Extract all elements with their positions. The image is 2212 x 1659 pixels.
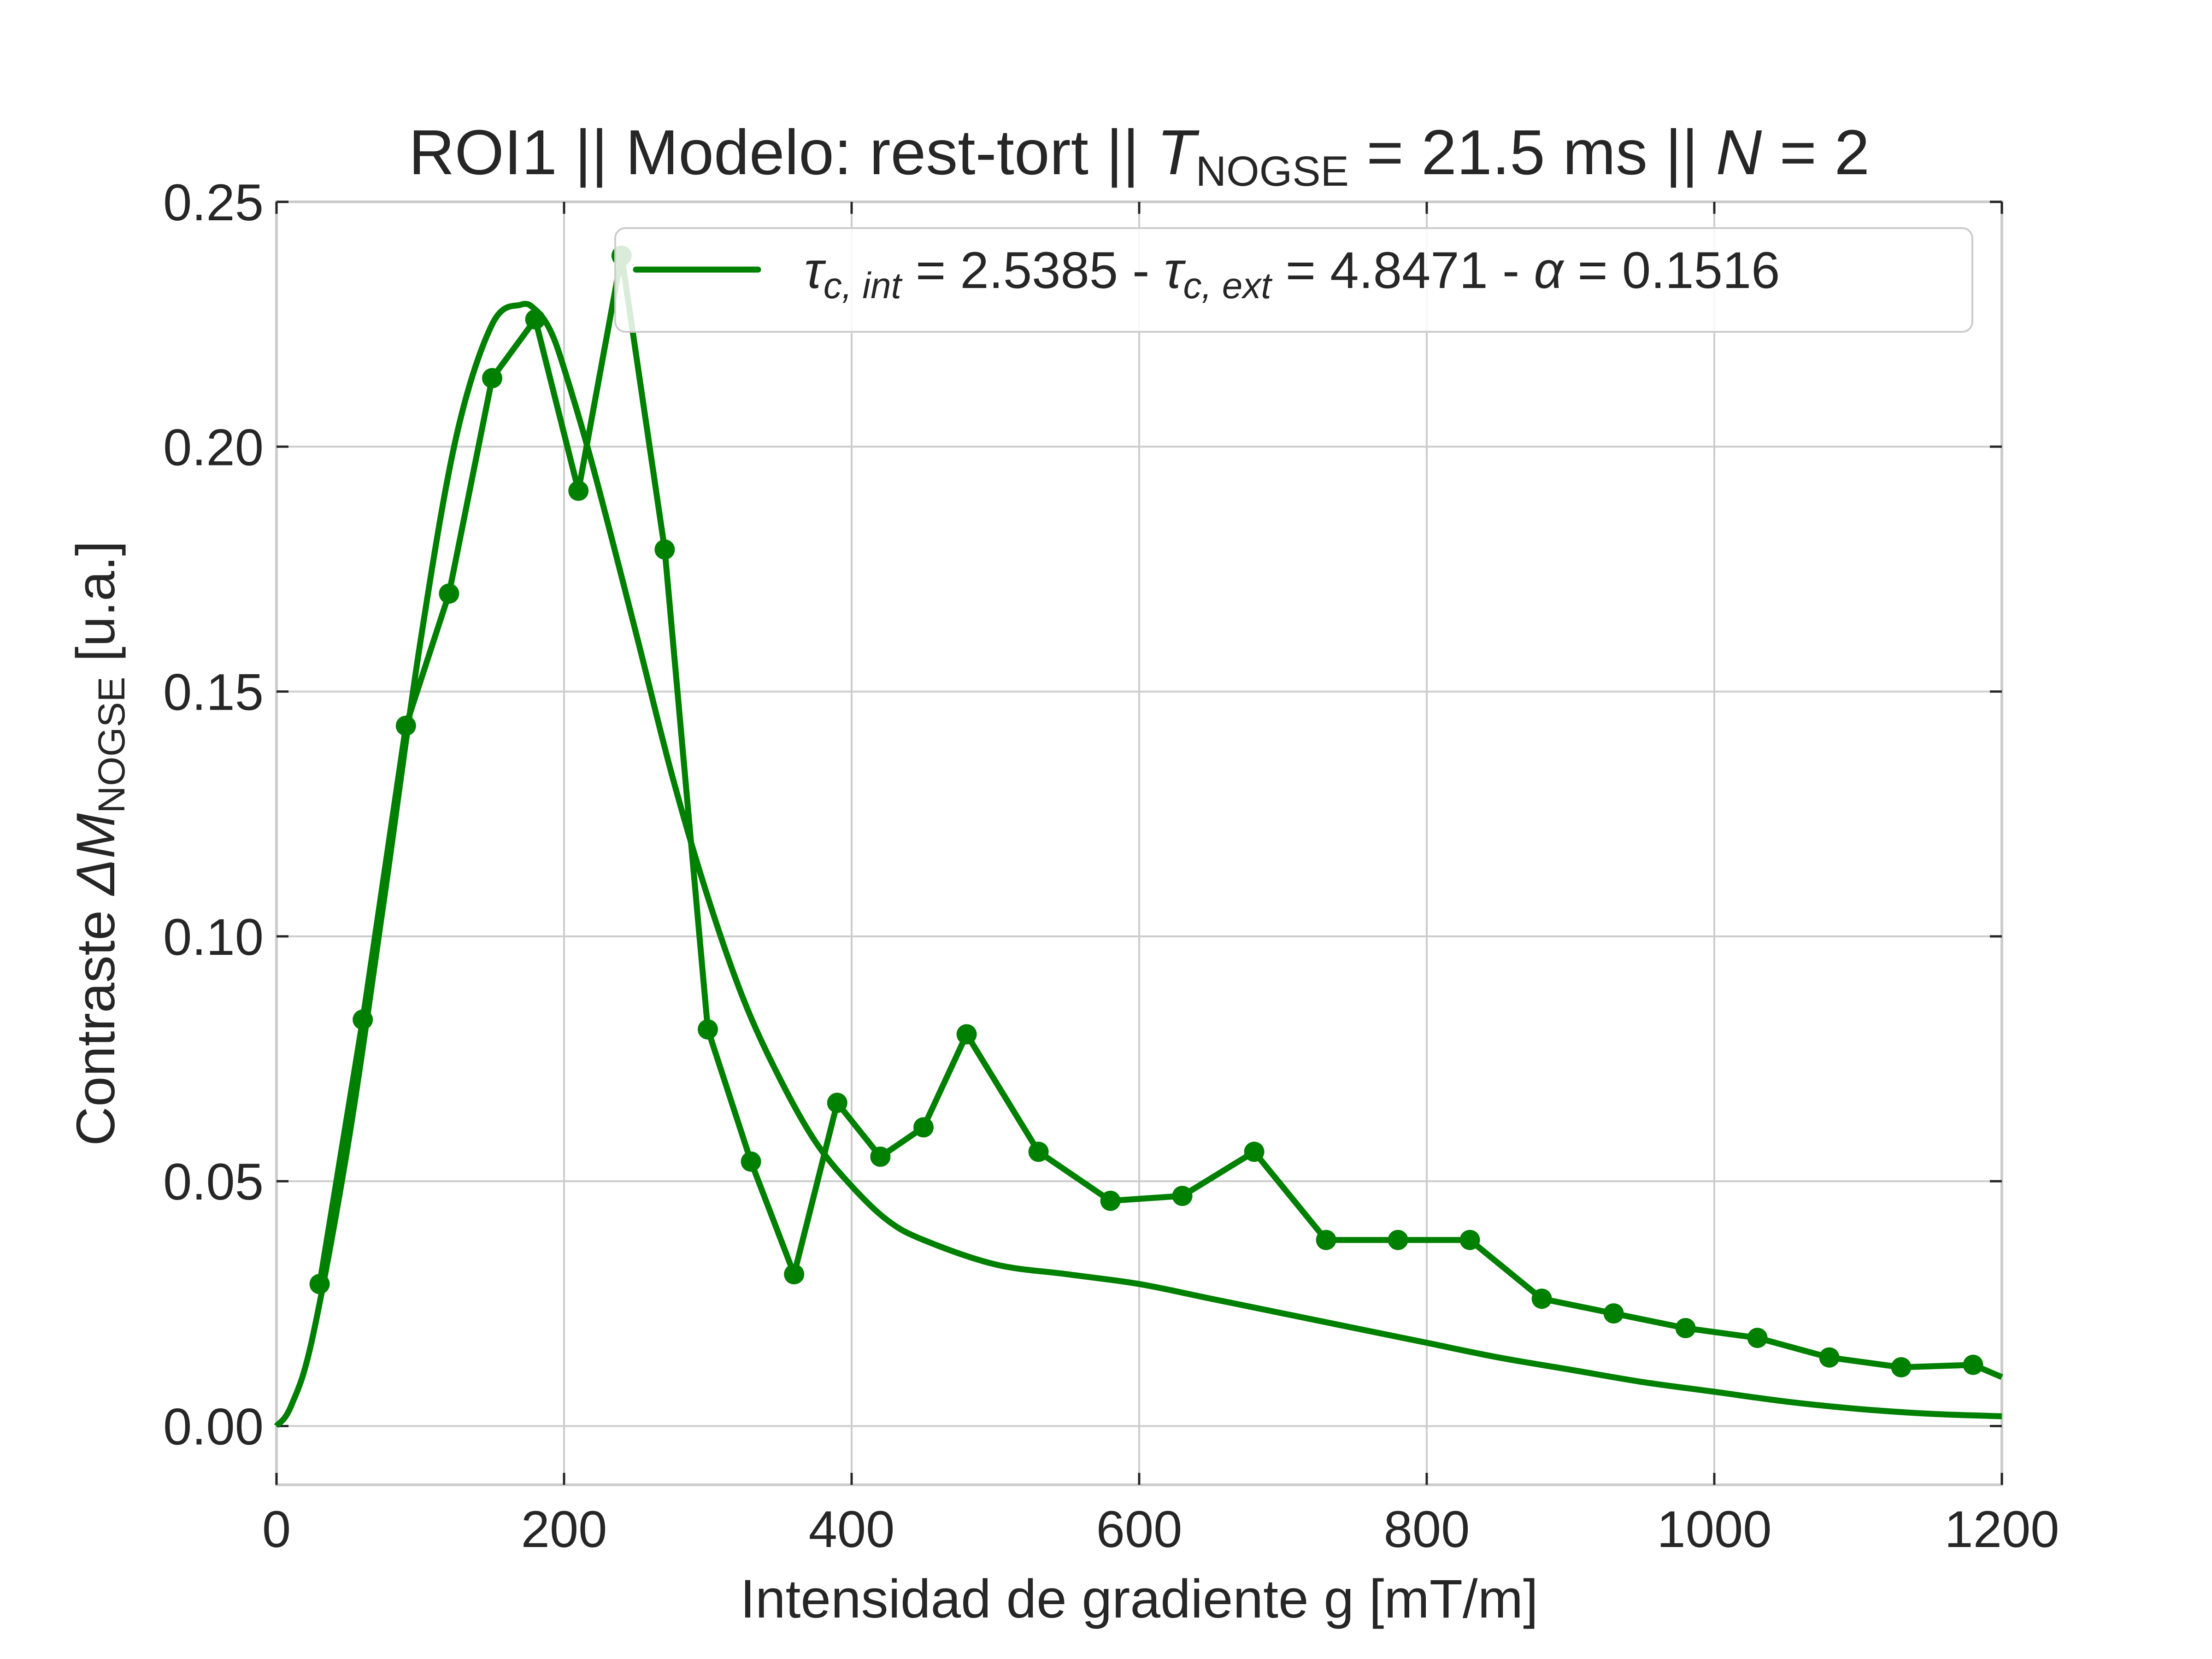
data-point [353, 1009, 373, 1030]
y-tick-label: 0.20 [163, 418, 264, 476]
data-point [1531, 1288, 1552, 1309]
data-point [1963, 1354, 1983, 1375]
data-point [654, 539, 675, 560]
fit-curve [274, 300, 2002, 1428]
y-tick-label: 0.15 [163, 664, 264, 721]
data-point [1172, 1186, 1193, 1206]
data-point [1891, 1357, 1912, 1377]
data-point [956, 1024, 977, 1045]
data-point [525, 309, 546, 330]
data-point [568, 480, 589, 501]
data-point [1459, 1230, 1480, 1250]
legend: τc, int = 2.5385 - τc, ext = 4.8471 - α … [614, 227, 1973, 333]
data-point [1819, 1347, 1840, 1368]
y-tick-label: 0.25 [163, 174, 264, 231]
data-point [439, 583, 459, 604]
y-axis-label: Contraste ΔMNOGSE [u.a.] [65, 541, 133, 1146]
data-point [784, 1264, 805, 1285]
y-tick-label: 0.05 [163, 1153, 264, 1211]
data-point [1244, 1141, 1265, 1162]
data-point [1100, 1190, 1121, 1211]
x-tick-label: 600 [1096, 1500, 1182, 1558]
data-point [913, 1117, 934, 1138]
data-point [1388, 1230, 1408, 1250]
data-point [1316, 1230, 1336, 1250]
tick-marks [275, 200, 2003, 1485]
data-point [870, 1147, 891, 1167]
x-tick-labels: 0 200 400 600 800 1000 1200 [262, 1500, 2059, 1558]
x-tick-label: 800 [1384, 1500, 1470, 1558]
legend-box [614, 227, 1973, 333]
y-tick-label: 0.00 [163, 1398, 264, 1455]
y-tick-label: 0.10 [163, 908, 264, 966]
x-tick-label: 1200 [1944, 1500, 2059, 1558]
y-tick-labels: 0.00 0.05 0.10 0.15 0.20 0.25 [163, 174, 264, 1455]
grid-lines [276, 201, 2003, 1485]
x-tick-label: 0 [262, 1500, 291, 1558]
x-tick-label: 1000 [1657, 1500, 1771, 1558]
x-tick-label: 200 [521, 1500, 607, 1558]
data-point [395, 715, 416, 736]
data-point [1603, 1303, 1624, 1324]
chart-title: ROI1 || Modelo: rest-tort || TNOGSE = 21… [409, 117, 1870, 195]
legend-label: τc, int = 2.5385 - τc, ext = 4.8471 - α … [804, 241, 1780, 306]
x-tick-label: 400 [809, 1500, 895, 1558]
data-point [1747, 1328, 1768, 1348]
data-point [827, 1093, 847, 1113]
data-series [274, 245, 2003, 1428]
data-point [1028, 1141, 1049, 1162]
x-axis-label: Intensidad de gradiente g [mT/m] [740, 1569, 1538, 1630]
data-point [309, 1274, 330, 1294]
data-point [482, 368, 502, 388]
data-point [698, 1019, 718, 1040]
data-point [1675, 1318, 1696, 1338]
data-point [741, 1151, 761, 1172]
